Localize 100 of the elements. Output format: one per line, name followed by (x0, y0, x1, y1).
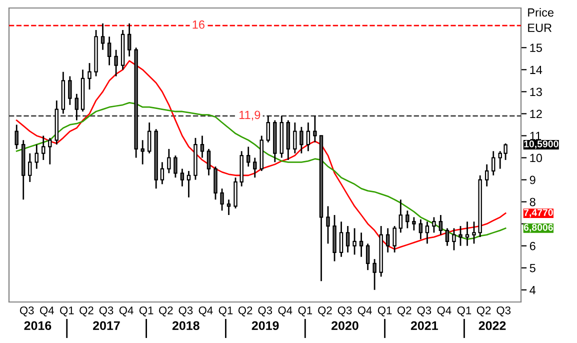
x-tick-label: Q4 (40, 306, 54, 316)
candlestick (492, 150, 496, 176)
x-tick-label: Q4 (437, 306, 452, 316)
candlestick (465, 220, 470, 247)
x-tick-label: Q2 (80, 306, 94, 316)
candlestick (140, 139, 144, 166)
x-tick-label: Q1 (457, 306, 472, 316)
x-tick-label: Q1 (378, 306, 392, 316)
x2-tick-label: 2020 (331, 321, 358, 330)
x-tick-label: Q1 (218, 306, 233, 316)
y-tick-label: 14 (530, 66, 542, 74)
candlestick (48, 137, 52, 166)
candlestick (34, 144, 38, 170)
x-tick-label: Q3 (178, 306, 193, 316)
candlestick (100, 22, 105, 51)
x-tick-label: Q2 (476, 306, 491, 316)
candlestick (167, 148, 171, 174)
y-tick-label: 4 (530, 286, 536, 294)
candlestick (313, 115, 317, 144)
y-tick-label: 10 (530, 154, 542, 162)
candlestick (266, 115, 270, 144)
x2-tick-label: 2022 (478, 321, 506, 330)
x-tick-label: Q4 (119, 306, 134, 316)
x-tick-label: Q1 (298, 306, 312, 316)
candlestick (445, 228, 450, 247)
line-series (16, 60, 506, 250)
x-tick-label: Q4 (278, 306, 292, 316)
candlestick (432, 216, 436, 234)
y-tick-label: 12 (530, 110, 542, 118)
candlestick (339, 220, 344, 258)
candlestick (200, 135, 204, 158)
x-tick-label: Q1 (139, 306, 154, 316)
candlestick (42, 135, 46, 161)
candlestick (226, 198, 231, 216)
x-tick-label: Q3 (338, 306, 352, 316)
candlestick (253, 157, 257, 178)
candlestick (326, 206, 330, 244)
candlestick (366, 242, 370, 271)
candlestick (452, 228, 456, 251)
candlestick (386, 228, 390, 254)
ref-line-label: 11,9 (239, 110, 260, 120)
x2-tick-label: 2016 (24, 321, 52, 330)
x-tick-label: Q3 (258, 306, 272, 316)
candlestick (412, 216, 416, 232)
candlestick (418, 218, 423, 240)
annotation: 10,5900 (524, 140, 558, 149)
candlestick (398, 198, 403, 234)
candlestick (180, 168, 184, 188)
x-tick-label: Q3 (417, 306, 432, 316)
candlestick (186, 170, 191, 198)
candlestick (14, 124, 18, 150)
candlestick (127, 22, 132, 58)
candlestick (206, 148, 211, 176)
candlestick (359, 232, 364, 258)
candlestick (300, 126, 304, 154)
x2-tick-label: 2018 (172, 321, 200, 330)
candlestick (293, 122, 297, 154)
candlestick (346, 225, 350, 254)
candlestick (246, 146, 250, 168)
candlestick (147, 122, 152, 154)
candlestick (458, 225, 462, 247)
candlestick (372, 258, 376, 291)
x-tick-label: Q2 (238, 306, 252, 316)
candlestick (306, 122, 310, 152)
candlestick (352, 228, 356, 256)
annotation: 6,8006 (524, 224, 553, 232)
y-tick-label: 5 (530, 264, 536, 272)
candlestick (392, 225, 396, 254)
candlestick (220, 188, 224, 212)
x-tick-label: Q3 (496, 306, 511, 316)
candlestick (88, 62, 92, 90)
x-tick-label: Q4 (358, 306, 372, 316)
candlestick (107, 36, 112, 66)
y-tick-label: 11 (530, 132, 542, 140)
x-tick-label: Q2 (318, 306, 332, 316)
candlestick (160, 161, 164, 185)
candlestick (472, 220, 476, 244)
y-axis-title: Price EUR (528, 8, 554, 32)
x-tick-label: Q3 (20, 306, 34, 316)
candlestick (484, 164, 489, 188)
candlestick (28, 152, 32, 183)
candlestick (174, 154, 178, 178)
candlestick (406, 210, 410, 229)
candlestick (74, 93, 79, 122)
x-tick-label: Q2 (159, 306, 173, 316)
x-tick-label: Q3 (99, 306, 114, 316)
x-tick-label: Q1 (60, 306, 74, 316)
candlestick (114, 49, 118, 77)
y-tick-label: 6 (530, 242, 536, 250)
y-tick-label: 15 (530, 44, 542, 52)
x-tick-label: Q2 (397, 306, 412, 316)
x2-tick-label: 2017 (93, 321, 120, 330)
x-tick-label: Q4 (198, 306, 213, 316)
x2-tick-label: 2021 (410, 321, 438, 330)
ref-line-label: 16 (192, 20, 204, 29)
y-tick-label: 13 (530, 88, 542, 96)
x2-tick-label: 2019 (252, 321, 279, 330)
candlestick (68, 76, 72, 106)
candlestick (425, 220, 430, 244)
y-tick-label: 9 (530, 176, 536, 184)
